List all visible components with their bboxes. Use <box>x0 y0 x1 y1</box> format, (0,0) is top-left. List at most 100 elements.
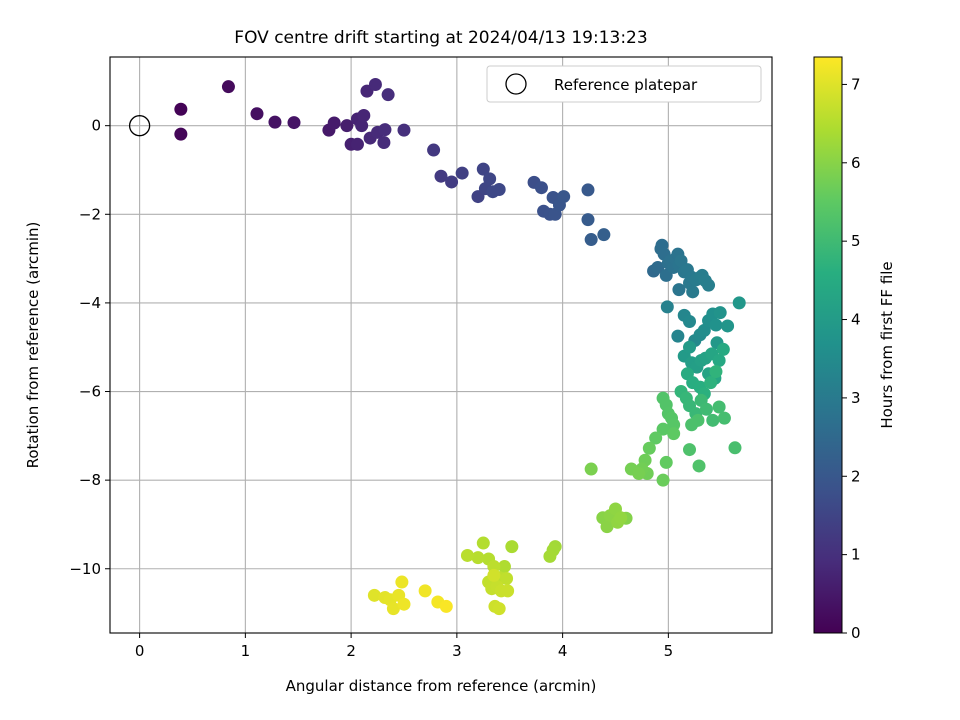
data-point <box>476 536 490 550</box>
x-tick-label: 3 <box>452 642 462 660</box>
data-point <box>584 462 598 476</box>
x-tick-label: 0 <box>135 642 145 660</box>
data-point <box>699 402 713 416</box>
data-point <box>721 319 735 333</box>
colorbar-tick-label: 1 <box>851 546 861 564</box>
data-point <box>642 441 656 455</box>
grid-lines <box>110 57 772 633</box>
data-point <box>381 88 395 102</box>
data-point <box>716 342 730 356</box>
colorbar-tick-label: 3 <box>851 389 861 407</box>
data-point <box>713 306 727 320</box>
data-point <box>581 213 595 227</box>
data-point <box>686 285 700 299</box>
data-point <box>692 459 706 473</box>
data-point <box>492 182 506 196</box>
data-point <box>350 137 364 151</box>
x-axis-label: Angular distance from reference (arcmin) <box>286 677 597 695</box>
data-point <box>685 418 699 432</box>
plot-frame <box>109 56 773 634</box>
data-point <box>656 473 670 487</box>
colorbar-tick-label: 7 <box>851 75 861 93</box>
colorbar-tick-label: 0 <box>851 624 861 642</box>
data-point <box>667 427 681 441</box>
data-point <box>709 318 723 332</box>
data-point <box>418 584 432 598</box>
data-point <box>683 340 697 354</box>
data-point <box>584 233 598 247</box>
y-tick-label: −6 <box>79 383 101 401</box>
chart-title: FOV centre drift starting at 2024/04/13 … <box>234 28 647 48</box>
x-axis-ticks: 0 1 2 3 4 5 <box>135 633 673 660</box>
legend: Reference platepar <box>486 65 762 103</box>
colorbar-tick-label: 2 <box>851 467 861 485</box>
data-point <box>427 143 441 157</box>
data-point <box>355 119 369 133</box>
data-point <box>728 441 742 455</box>
data-point <box>597 228 611 242</box>
data-point <box>712 354 726 368</box>
x-tick-label: 2 <box>346 642 356 660</box>
data-point <box>706 413 720 427</box>
y-tick-label: −10 <box>69 560 101 578</box>
data-point <box>501 584 515 598</box>
data-point <box>651 260 665 274</box>
x-tick-label: 4 <box>558 642 568 660</box>
data-point <box>174 127 188 141</box>
legend-box <box>486 65 762 103</box>
data-point <box>368 77 382 91</box>
data-point <box>505 540 519 554</box>
colorbar-label: Hours from first FF file <box>878 261 896 428</box>
data-point <box>534 181 548 195</box>
colorbar-ticks: 0 1 2 3 4 5 6 7 <box>842 75 861 642</box>
colorbar: 0 1 2 3 4 5 6 7 Hours from first FF file <box>813 56 896 642</box>
reference-group <box>128 115 151 137</box>
reference-marker <box>128 115 151 137</box>
data-point <box>702 278 716 292</box>
data-point <box>397 123 411 137</box>
y-axis-label: Rotation from reference (arcmin) <box>24 222 42 469</box>
data-point <box>732 296 746 310</box>
data-point <box>557 190 571 204</box>
data-point <box>632 466 646 480</box>
data-points <box>174 77 746 616</box>
x-tick-label: 5 <box>664 642 674 660</box>
y-tick-label: −4 <box>79 294 101 312</box>
data-point <box>221 80 235 94</box>
data-point <box>386 602 400 616</box>
data-point <box>327 116 341 130</box>
data-point <box>581 183 595 197</box>
data-point <box>378 123 392 137</box>
data-point <box>500 572 514 586</box>
legend-entry-label: Reference platepar <box>554 76 698 94</box>
data-point <box>487 568 501 582</box>
y-tick-label: −2 <box>79 205 101 223</box>
data-point <box>476 162 490 176</box>
legend-marker-open-circle <box>505 73 527 95</box>
data-point <box>439 599 453 613</box>
data-point <box>717 411 731 425</box>
data-point <box>614 511 628 525</box>
data-point <box>483 172 497 186</box>
data-point <box>287 116 301 130</box>
data-point <box>377 136 391 150</box>
data-point <box>712 400 726 414</box>
data-point <box>683 443 697 457</box>
data-point <box>492 602 506 616</box>
data-point <box>600 520 614 534</box>
data-point <box>174 102 188 116</box>
colorbar-tick-label: 5 <box>851 232 861 250</box>
data-point <box>250 107 264 121</box>
data-point <box>672 283 686 297</box>
colorbar-gradient <box>813 56 843 634</box>
data-point <box>395 575 409 589</box>
data-point <box>357 108 371 122</box>
colorbar-tick-label: 4 <box>851 311 861 329</box>
data-point <box>340 119 354 133</box>
data-point <box>455 166 469 180</box>
data-point <box>367 588 381 602</box>
data-point <box>471 551 485 565</box>
data-point <box>445 175 459 189</box>
plot-area: 0 1 2 3 4 5 −10 −8 −6 −4 −2 0 <box>69 56 773 660</box>
